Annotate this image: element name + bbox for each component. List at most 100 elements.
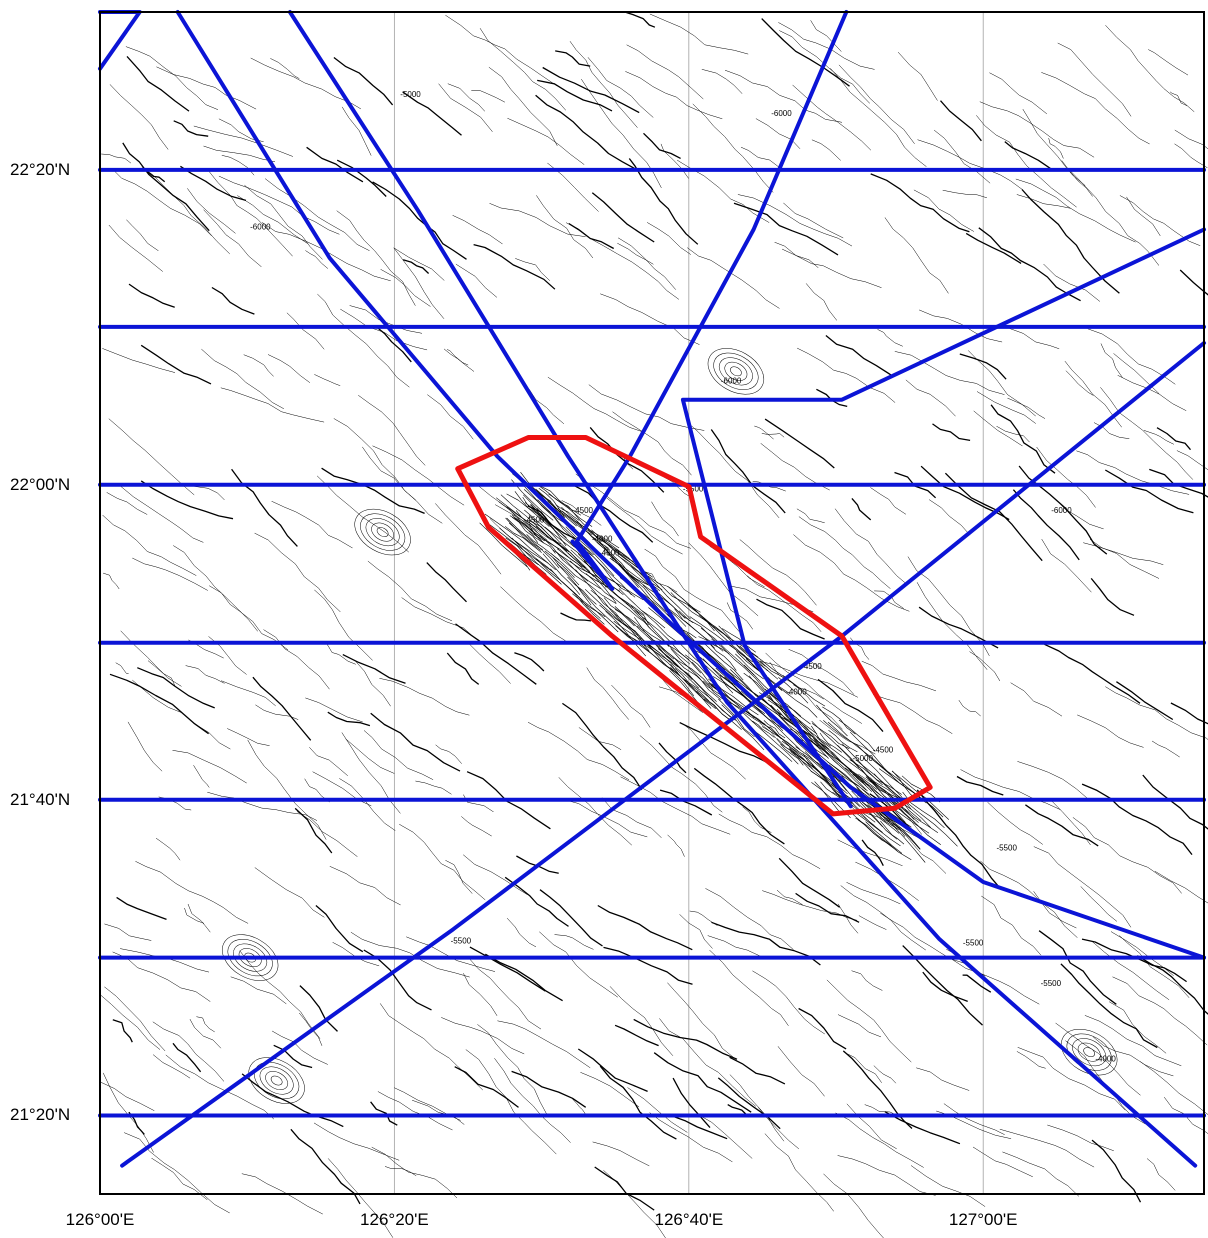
ridge-contour-line xyxy=(604,545,638,581)
contour-line xyxy=(326,644,356,665)
contour-line xyxy=(1025,804,1099,847)
ridge-contour-line xyxy=(620,629,679,668)
ridge-contour-line xyxy=(591,529,646,574)
contour-line xyxy=(1061,160,1093,197)
contour-line xyxy=(823,1173,884,1238)
contour-line xyxy=(1036,446,1096,508)
contour-line xyxy=(254,867,325,918)
contour-line xyxy=(435,503,502,575)
ship-track-line xyxy=(570,10,849,591)
seamount-contour-ring xyxy=(227,939,273,977)
survey-area-polygon-group xyxy=(455,435,933,817)
contour-line xyxy=(611,684,651,728)
longitude-label: 126°40'E xyxy=(654,1210,724,1229)
ridge-contour-line xyxy=(674,668,710,702)
ship-track-line xyxy=(287,10,1198,1168)
contour-line xyxy=(537,79,613,112)
ridge-contour-line xyxy=(605,610,647,657)
contour-line xyxy=(447,349,469,366)
contour-line xyxy=(327,711,371,727)
contour-line xyxy=(943,1103,1005,1135)
contour-line xyxy=(152,1021,225,1082)
ridge-contour-line xyxy=(683,679,736,721)
contour-line xyxy=(571,1098,589,1118)
contour-line xyxy=(1038,930,1117,1005)
seamount-contour-ring xyxy=(238,948,262,968)
ship-track-line xyxy=(120,341,1206,1168)
ridge-contour-line xyxy=(528,515,595,578)
contour-line xyxy=(672,1077,711,1129)
contour-line xyxy=(688,542,759,617)
contour-line xyxy=(1070,170,1160,266)
contour-line xyxy=(227,728,270,746)
contour-depth-label: -4000 xyxy=(1095,1055,1116,1064)
contour-line xyxy=(962,974,992,993)
ridge-contour-line xyxy=(479,522,528,568)
contour-line xyxy=(667,834,685,857)
contour-line xyxy=(455,263,498,298)
ridge-contour-line xyxy=(523,494,581,553)
contour-line xyxy=(976,391,1036,424)
contour-line xyxy=(569,41,638,128)
contour-line xyxy=(644,548,740,632)
contour-line xyxy=(897,51,938,101)
contour-line xyxy=(726,602,754,630)
ridge-contour-line xyxy=(521,483,576,541)
contour-line xyxy=(1090,577,1135,616)
contour-line xyxy=(916,582,988,670)
contour-line xyxy=(1163,1096,1208,1134)
contour-line xyxy=(315,905,364,953)
contour-line xyxy=(1146,1158,1176,1191)
contour-line xyxy=(561,500,602,526)
ridge-contour-line xyxy=(524,502,586,556)
contour-line xyxy=(1092,941,1170,1001)
contour-line xyxy=(555,50,591,67)
contour-depth-label: -4500 xyxy=(599,549,620,558)
contour-line xyxy=(463,854,528,895)
contour-line xyxy=(384,1166,417,1177)
contour-line xyxy=(1091,1139,1142,1203)
contour-line xyxy=(633,1018,738,1060)
contour-line xyxy=(599,1065,677,1140)
contour-line xyxy=(137,667,215,709)
ship-track-line xyxy=(175,10,1206,960)
contour-line xyxy=(184,907,205,924)
ridge-contour-line xyxy=(788,747,843,794)
contour-line xyxy=(469,946,546,992)
ridge-contour-line xyxy=(505,517,543,550)
contour-line xyxy=(547,376,645,433)
contour-line xyxy=(740,146,782,169)
contour-line xyxy=(514,652,545,672)
contour-line xyxy=(1170,702,1208,725)
contour-line xyxy=(858,773,922,835)
contour-line xyxy=(120,948,210,973)
contour-line xyxy=(711,921,821,966)
seamount-contour-ring xyxy=(1077,1042,1101,1062)
seamount-contour-ring xyxy=(222,934,279,981)
longitude-label: 127°00'E xyxy=(948,1210,1018,1229)
contour-line xyxy=(342,654,406,684)
contour-line xyxy=(764,418,835,469)
contour-line xyxy=(755,118,801,149)
contour-line xyxy=(1119,935,1190,998)
contour-line xyxy=(290,1128,361,1205)
contour-line xyxy=(379,678,470,716)
seamount-contour-ring xyxy=(1083,1047,1096,1057)
contour-line xyxy=(795,892,860,923)
ridge-contour-line xyxy=(615,625,678,674)
contour-line xyxy=(109,673,209,735)
ridge-contour-line xyxy=(670,664,712,709)
contour-line xyxy=(467,957,542,1030)
contour-line xyxy=(729,1074,785,1142)
contour-depth-label: -4500 xyxy=(873,745,894,754)
contour-line xyxy=(594,1166,655,1211)
contour-line xyxy=(463,794,494,813)
ridge-contour-line xyxy=(511,479,554,521)
ridge-contour-line xyxy=(696,690,732,722)
contour-line xyxy=(140,344,212,385)
contour-line xyxy=(601,797,662,838)
ridge-contour-line xyxy=(567,576,597,605)
contour-line xyxy=(916,1067,970,1091)
contour-line xyxy=(341,106,372,156)
contour-line xyxy=(116,896,167,921)
